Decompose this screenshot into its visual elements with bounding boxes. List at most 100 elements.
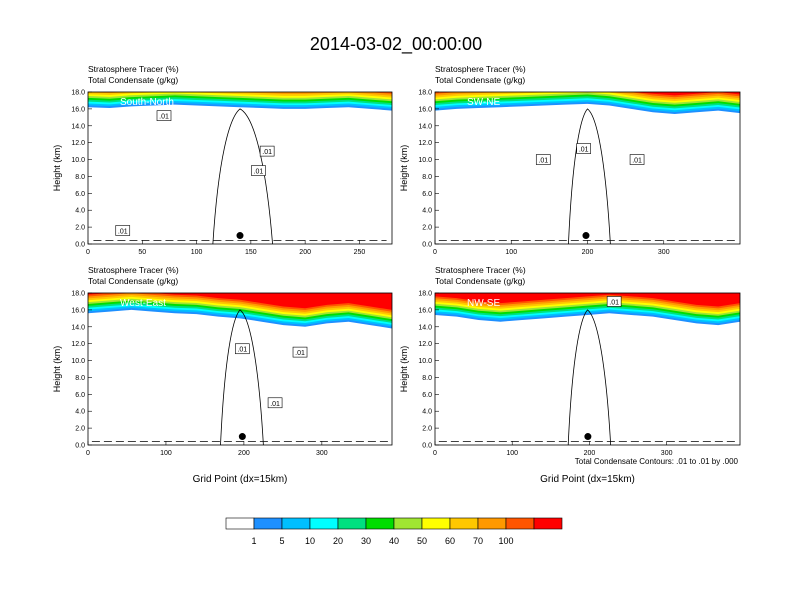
colorbar-label: 50 — [417, 536, 427, 546]
y-tick-label: 6.0 — [422, 392, 432, 399]
tracer-field — [88, 92, 392, 111]
contour-label-box — [267, 397, 283, 409]
contour-label: .01 — [538, 158, 548, 165]
panel-3: .01 .01 .01 0.0 2.0 4.0 6.0 8.0 10.0 12.0 14.0 16.0… — [52, 265, 393, 485]
contour-label-box — [629, 154, 645, 165]
colorbar-label: 20 — [333, 536, 343, 546]
x-tick-label: 300 — [658, 249, 670, 256]
y-tick-label: 12.0 — [71, 341, 85, 348]
y-tick-label: 4.0 — [75, 409, 85, 416]
panel-subtitle: Total Condensate (g/kg) — [88, 276, 178, 286]
y-tick-label: 16.0 — [418, 307, 432, 314]
contour-footnote: Total Condensate Contours: .01 to .01 by… — [575, 457, 739, 466]
contour-label-box — [292, 346, 308, 358]
colorbar-cell — [505, 517, 535, 530]
panel-subtitle: Total Condensate (g/kg) — [435, 75, 525, 85]
colorbar-cell — [281, 517, 311, 530]
x-tick-label: 100 — [191, 249, 203, 256]
x-tick-label: 200 — [584, 450, 596, 457]
y-tick-label: 8.0 — [75, 375, 85, 382]
contour-label-box — [576, 143, 591, 154]
tracer-band-11 — [88, 293, 392, 310]
colorbar: 1 5 10 20 30 40 50 60 70 100 — [225, 517, 563, 546]
y-tick-label: 16.0 — [418, 106, 432, 113]
page-title: 2014-03-02_00:00:00 — [310, 34, 482, 55]
y-tick-label: 10.0 — [418, 358, 432, 365]
plot-area — [435, 92, 740, 244]
contour-label: .01 — [262, 149, 272, 156]
y-tick-label: 18.0 — [71, 291, 85, 298]
y-tick-label: 2.0 — [75, 426, 85, 433]
contour-line — [568, 108, 611, 244]
y-tick-label: 4.0 — [422, 208, 432, 215]
panel-title: Stratosphere Tracer (%) — [88, 64, 179, 74]
contour-label: .01 — [118, 228, 128, 235]
panel-2: .01 .01 .01 0.0 2.0 4.0 6.0 8.0 10.0 12.0 14.0 16.0… — [399, 64, 741, 256]
panel-label: NW-SE — [467, 298, 500, 309]
y-tick-label: 10.0 — [418, 157, 432, 164]
x-tick-label: 150 — [245, 249, 257, 256]
x-tick-label: 0 — [86, 249, 90, 256]
contour-label: .01 — [579, 147, 589, 154]
contour-label: .01 — [159, 114, 169, 121]
y-tick-label: 14.0 — [71, 123, 85, 130]
condensate-contours — [91, 309, 389, 445]
y-tick-label: 18.0 — [418, 90, 432, 97]
y-tick-label: 6.0 — [422, 191, 432, 198]
x-tick-label: 100 — [160, 450, 172, 457]
plot-area — [88, 92, 392, 244]
x-axis-label: Grid Point (dx=15km) — [193, 474, 288, 485]
y-tick-label: 0.0 — [75, 242, 85, 249]
y-tick-label: 8.0 — [422, 375, 432, 382]
colorbar-cell — [337, 517, 367, 530]
x-tick-label: 0 — [433, 450, 437, 457]
tracer-band-9 — [88, 92, 392, 96]
y-tick-label: 16.0 — [71, 106, 85, 113]
x-tick-label: 0 — [86, 450, 90, 457]
colorbar-cell — [365, 517, 395, 530]
panel-subtitle: Total Condensate (g/kg) — [88, 75, 178, 85]
y-tick-label: 10.0 — [71, 157, 85, 164]
y-tick-label: 12.0 — [418, 341, 432, 348]
y-axis-label: Height (km) — [399, 346, 409, 393]
y-tick-label: 4.0 — [422, 409, 432, 416]
y-tick-label: 6.0 — [75, 191, 85, 198]
y-axis-label: Height (km) — [52, 346, 62, 393]
plot-frame — [434, 292, 741, 446]
colorbar-label: 10 — [305, 536, 315, 546]
panel-title: Stratosphere Tracer (%) — [435, 265, 526, 275]
location-marker — [584, 433, 592, 441]
contour-label-box — [156, 110, 172, 121]
x-tick-label: 100 — [505, 249, 517, 256]
contour-label: .01 — [632, 158, 642, 165]
y-axis-label: Height (km) — [399, 145, 409, 192]
plot-frame — [87, 292, 393, 446]
tracer-field — [435, 92, 740, 114]
panel-label: West-East — [120, 298, 166, 309]
x-tick-label: 200 — [238, 450, 250, 457]
x-tick-label: 300 — [661, 450, 673, 457]
location-marker — [236, 232, 244, 240]
colorbar-cell — [225, 517, 255, 530]
contour-label: .01 — [237, 347, 247, 354]
y-tick-label: 2.0 — [422, 426, 432, 433]
tracer-band-11 — [435, 293, 740, 307]
y-tick-label: 18.0 — [71, 90, 85, 97]
y-axis-label: Height (km) — [52, 145, 62, 192]
colorbar-label: 5 — [279, 536, 284, 546]
contour-label-box — [235, 343, 250, 355]
colorbar-cell — [393, 517, 423, 530]
colorbar-cell — [253, 517, 283, 530]
x-tick-label: 300 — [316, 450, 328, 457]
plot-frame — [87, 91, 393, 245]
y-tick-label: 16.0 — [71, 307, 85, 314]
tracer-field — [435, 293, 740, 326]
y-tick-label: 2.0 — [422, 225, 432, 232]
panels-group: .01 .01 .01 .01 0.0 2.0 4.0 6.0 8.0 10.0 12.0 14.0 1… — [52, 64, 741, 485]
panel-subtitle: Total Condensate (g/kg) — [435, 276, 525, 286]
colorbar-label: 100 — [498, 536, 513, 546]
location-marker — [238, 433, 246, 441]
colorbar-cell — [421, 517, 451, 530]
colorbar-cell — [477, 517, 507, 530]
